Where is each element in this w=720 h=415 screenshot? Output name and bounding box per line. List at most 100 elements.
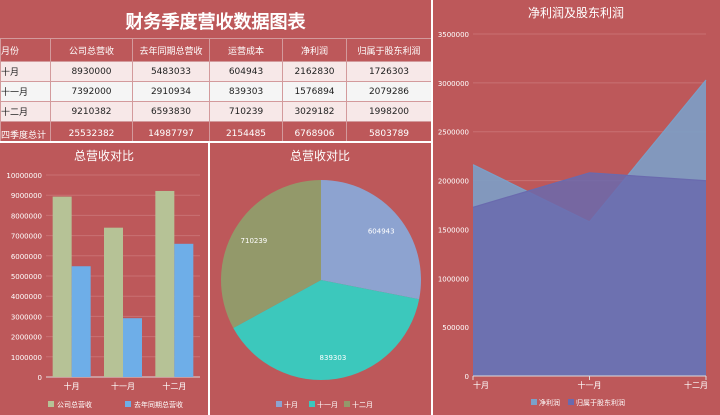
bar — [104, 227, 123, 377]
legend-swatch — [531, 399, 537, 405]
area-line — [472, 172, 707, 208]
header-net-profit: 净利润 — [282, 38, 347, 62]
table-total-row: 四季度总计 25532382 14987797 2154485 6768906 … — [0, 121, 431, 141]
area-chart: 净利润及股东利润 0 500000 1000000 1500000 2000000 2500… — [438, 6, 708, 407]
header-total-revenue: 公司总营收 — [50, 38, 133, 62]
bar — [71, 266, 91, 377]
cell-value: 1998200 — [346, 101, 431, 122]
cell-value: 8930000 — [50, 61, 133, 82]
y-tick-label: 2500000 — [438, 129, 469, 137]
cell-value: 2154485 — [209, 121, 283, 141]
page-title: 财务季度营收数据图表 — [125, 12, 306, 33]
legend-label: 去年同期总营收 — [134, 400, 183, 409]
legend-swatch — [125, 401, 131, 407]
cell-month: 十一月 — [0, 81, 51, 102]
bar — [52, 196, 72, 377]
y-tick-label: 10000000 — [6, 172, 42, 180]
legend-label: 公司总营收 — [57, 400, 92, 409]
data-table-panel: 财务季度营收数据图表 月份 公司总营收 去年同期总营收 运营成本 净利润 归属于… — [0, 0, 431, 141]
cell-value: 5803789 — [346, 121, 431, 141]
cell-value: 5483033 — [132, 61, 210, 82]
cell-value: 25532382 — [50, 121, 133, 141]
pie-chart-title: 总营收对比 — [290, 149, 350, 163]
y-tick-label: 1500000 — [438, 226, 469, 234]
y-tick-label: 0 — [465, 373, 469, 381]
y-tick-label: 3000000 — [438, 80, 469, 88]
y-tick-label: 5000000 — [11, 273, 42, 281]
y-tick-label: 3500000 — [438, 31, 469, 39]
bar-chart-title: 总营收对比 — [74, 149, 134, 163]
bar — [123, 318, 142, 377]
area-chart-panel: 净利润及股东利润 0 500000 1000000 1500000 2000000 2500… — [433, 0, 720, 415]
legend-swatch — [344, 401, 350, 407]
cell-value: 2162830 — [282, 61, 347, 82]
header-operating-cost: 运营成本 — [209, 38, 283, 62]
y-tick-label: 6000000 — [11, 253, 42, 261]
area-chart-title: 净利润及股东利润 — [528, 6, 624, 20]
table-row: 十一月 7392000 2910934 839303 1576894 20792… — [0, 81, 431, 102]
x-tick-label: 十一月 — [111, 381, 135, 391]
cell-value: 1726303 — [346, 61, 431, 82]
pie-slice — [321, 180, 421, 300]
y-tick-label: 1000000 — [11, 354, 42, 362]
cell-value: 7392000 — [50, 81, 133, 102]
x-tick-label: 十月 — [473, 380, 489, 390]
legend-label: 净利润 — [539, 398, 560, 407]
x-tick-label: 十二月 — [684, 380, 708, 390]
cell-month: 四季度总计 — [0, 121, 51, 141]
slice-label: 839303 — [320, 354, 347, 362]
y-tick-label: 4000000 — [11, 293, 42, 301]
cell-value: 604943 — [209, 61, 283, 82]
header-shareholder-profit: 归属于股东利润 — [346, 38, 431, 62]
cell-value: 839303 — [209, 81, 283, 102]
x-tick-label: 十二月 — [162, 381, 186, 391]
cell-value: 9210382 — [50, 101, 133, 122]
cell-value: 2910934 — [132, 81, 210, 102]
cell-month: 十二月 — [0, 101, 51, 122]
cell-value: 6768906 — [282, 121, 347, 141]
cell-value: 710239 — [209, 101, 283, 122]
legend-swatch — [568, 399, 574, 405]
x-tick-label: 十月 — [64, 381, 80, 391]
y-tick-label: 2000000 — [11, 334, 42, 342]
y-tick-label: 0 — [38, 374, 42, 382]
slice-label: 604943 — [368, 227, 395, 235]
bar — [155, 190, 175, 377]
y-tick-label: 9000000 — [11, 192, 42, 200]
legend-swatch — [309, 401, 315, 407]
legend-label: 十二月 — [352, 400, 373, 409]
legend-label: 归属于股东利润 — [576, 398, 625, 407]
y-tick-label: 3000000 — [11, 313, 42, 321]
cell-value: 3029182 — [282, 101, 347, 122]
y-tick-label: 7000000 — [11, 233, 42, 241]
y-tick-label: 2000000 — [438, 178, 469, 186]
cell-value: 6593830 — [132, 101, 210, 122]
cell-month: 十月 — [0, 61, 51, 82]
bar — [174, 243, 194, 377]
cell-value: 1576894 — [282, 81, 347, 102]
cell-value: 2079286 — [346, 81, 431, 102]
y-tick-label: 500000 — [442, 324, 469, 332]
revenue-table: 月份 公司总营收 去年同期总营收 运营成本 净利润 归属于股东利润 十月 893… — [0, 38, 431, 141]
legend-label: 十月 — [284, 400, 298, 409]
legend-swatch — [276, 401, 282, 407]
table-header-row: 月份 公司总营收 去年同期总营收 运营成本 净利润 归属于股东利润 — [0, 38, 431, 62]
cell-value: 14987797 — [132, 121, 210, 141]
legend-label: 十一月 — [317, 400, 338, 409]
slice-label: 710239 — [241, 237, 268, 245]
area-series — [473, 172, 706, 376]
pie-chart: 总营收对比 604943 839303 710239 十月 十一月 十二月 — [221, 149, 421, 409]
header-last-year-revenue: 去年同期总营收 — [132, 38, 210, 62]
y-tick-label: 8000000 — [11, 212, 42, 220]
header-month: 月份 — [0, 38, 51, 62]
y-tick-label: 1000000 — [438, 275, 469, 283]
pie-slice — [233, 280, 420, 380]
bar-chart: 总营收对比 0 1000000 2000000 3000000 4000000 500000… — [6, 149, 200, 409]
x-tick-label: 十一月 — [578, 380, 602, 390]
table-row: 十二月 9210382 6593830 710239 3029182 19982… — [0, 101, 431, 122]
table-row: 十月 8930000 5483033 604943 2162830 172630… — [0, 61, 431, 82]
pie-slice — [221, 180, 321, 328]
pie-chart-panel: 总营收对比 604943 839303 710239 十月 十一月 十二月 — [210, 143, 431, 415]
legend-swatch — [48, 401, 54, 407]
bar-chart-panel: 总营收对比 0 1000000 2000000 3000000 4000000 500000… — [0, 143, 208, 415]
